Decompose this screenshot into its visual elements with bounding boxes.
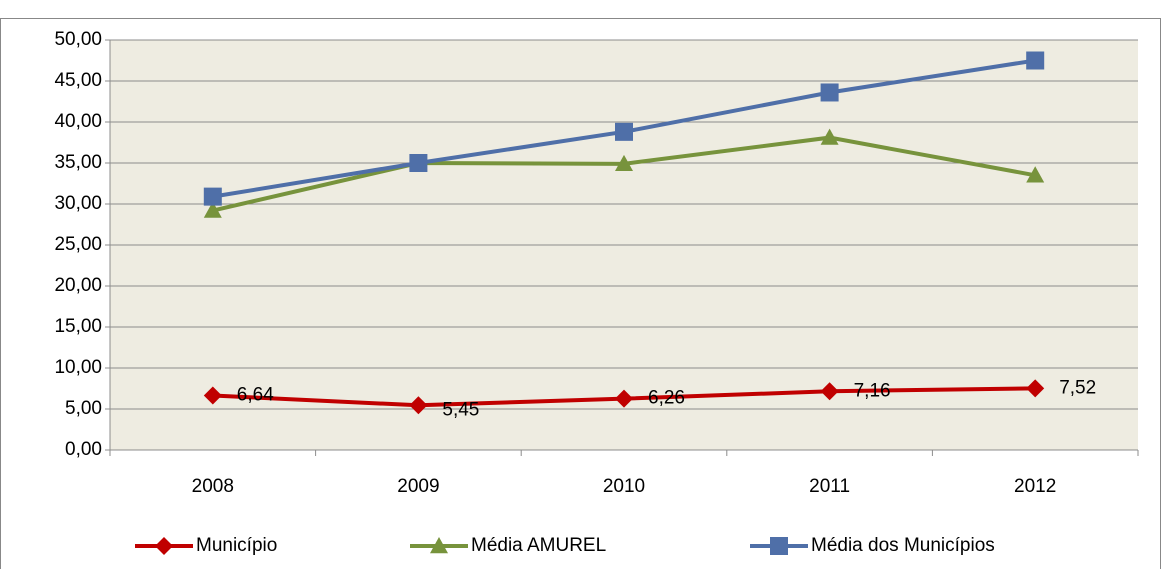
data-label: 6,26 (648, 388, 685, 409)
data-label: 6,64 (237, 385, 274, 406)
point (409, 396, 428, 415)
legend-marker (430, 537, 448, 554)
legend-label: Média dos Municípios (811, 535, 995, 556)
point (1026, 166, 1045, 183)
x-tick-label: 2009 (397, 476, 439, 497)
y-tick-label: 45,00 (54, 70, 102, 91)
point (820, 128, 839, 145)
legend-marker (155, 537, 173, 555)
x-tick-label: 2011 (809, 476, 850, 497)
point (409, 154, 428, 172)
legend-label: Média AMUREL (471, 535, 606, 556)
y-tick-label: 0,00 (65, 439, 102, 460)
x-tick-label: 2010 (603, 476, 645, 497)
point (615, 154, 633, 172)
point (1026, 51, 1045, 70)
y-tick-label: 25,00 (54, 234, 102, 255)
data-label: 5,45 (442, 399, 479, 420)
legend-marker (770, 537, 788, 555)
point (820, 382, 839, 401)
y-tick-label: 5,00 (65, 398, 102, 419)
y-tick-label: 20,00 (54, 275, 102, 296)
y-tick-label: 10,00 (54, 357, 102, 378)
y-tick-label: 50,00 (54, 29, 102, 50)
point (615, 389, 633, 408)
x-tick-label: 2008 (192, 476, 234, 497)
point (203, 201, 222, 218)
y-tick-label: 40,00 (54, 111, 102, 132)
point (820, 83, 839, 102)
point (203, 187, 222, 206)
point (203, 386, 222, 405)
data-label: 7,52 (1059, 377, 1096, 398)
point (615, 122, 633, 141)
y-tick-label: 15,00 (54, 316, 102, 337)
legend-label: Município (196, 535, 277, 556)
y-tick-label: 35,00 (54, 152, 102, 173)
y-tick-label: 30,00 (54, 193, 102, 214)
point (1026, 379, 1045, 398)
data-label: 7,16 (854, 380, 891, 401)
x-tick-label: 2012 (1014, 476, 1056, 497)
